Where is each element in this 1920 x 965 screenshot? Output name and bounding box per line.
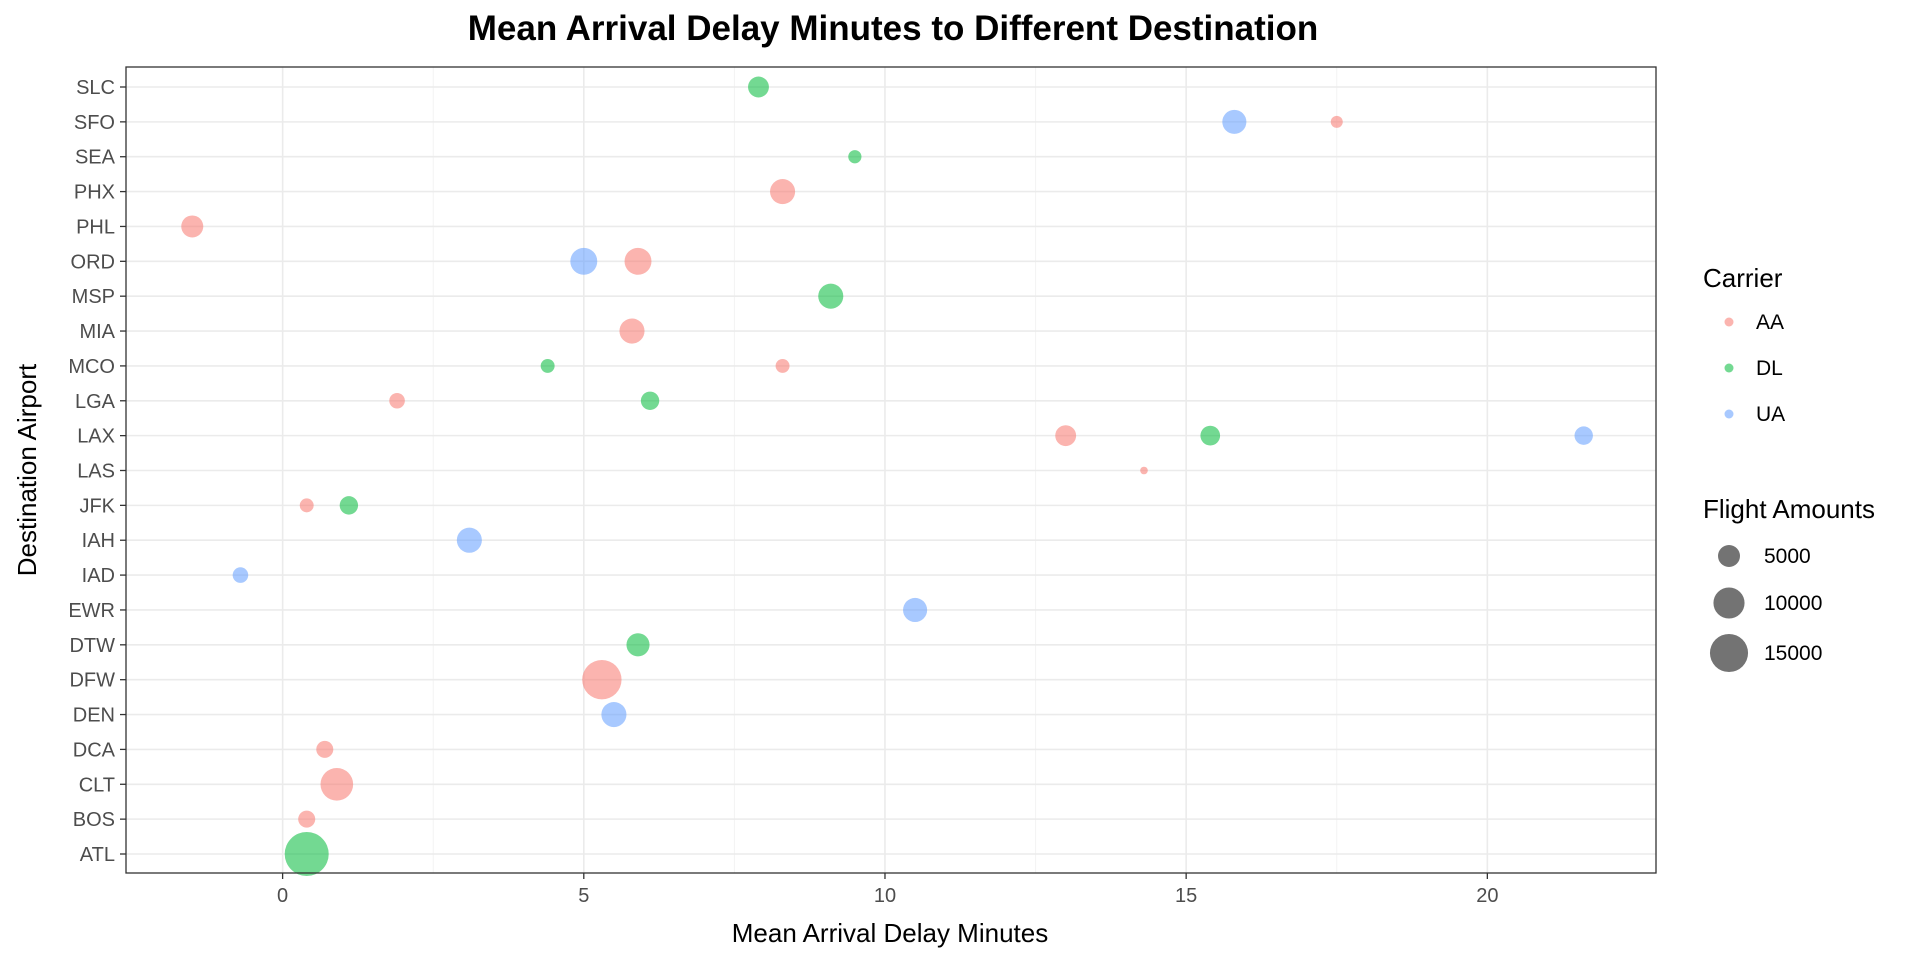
data-point-dl-lga — [640, 391, 660, 410]
y-tick-label: SEA — [75, 147, 116, 169]
y-tick-label: CLT — [79, 774, 115, 796]
y-tick-label: MCO — [68, 356, 115, 378]
data-point-aa-sfo — [1330, 115, 1343, 128]
y-tick-label: BOS — [73, 809, 115, 831]
legend-size-key — [1718, 545, 1740, 567]
legend-color-title: Carrier — [1703, 263, 1783, 293]
x-tick-label: 20 — [1476, 885, 1498, 907]
data-point-ua-iad — [232, 567, 249, 583]
data-point-dl-mco — [540, 358, 555, 373]
legend-size-label: 15000 — [1764, 642, 1822, 665]
data-point-aa-jfk — [299, 498, 314, 513]
y-tick-label: DFW — [69, 670, 115, 692]
x-tick-label: 10 — [874, 885, 896, 907]
y-tick-label: MSP — [72, 286, 115, 308]
y-tick-label: LGA — [75, 391, 116, 413]
y-tick-label: IAD — [82, 565, 115, 587]
y-axis-title: Destination Airport — [12, 363, 42, 576]
legend-size-items: 5000 10000 15000 — [1709, 545, 1822, 673]
data-point-aa-phx — [770, 179, 796, 205]
y-tick-label: DCA — [73, 739, 116, 761]
legend-size-key — [1713, 587, 1745, 619]
y-tick-label: LAX — [77, 426, 115, 448]
legend-key-dl — [1724, 363, 1734, 373]
data-point-dl-jfk — [339, 496, 359, 515]
y-tick-label: IAH — [82, 530, 115, 552]
data-point-aa-ord — [624, 247, 652, 275]
y-tick-label: PHX — [74, 182, 115, 204]
y-tick-label: DTW — [69, 635, 115, 657]
data-point-aa-lga — [389, 392, 405, 409]
data-point-ua-den — [601, 702, 627, 728]
y-tick-label: SLC — [76, 77, 115, 99]
legend-size-title: Flight Amounts — [1703, 494, 1875, 524]
data-point-aa-clt — [320, 767, 354, 801]
legend-size-label: 5000 — [1764, 545, 1811, 568]
data-point-aa-mia — [619, 318, 645, 344]
y-tick-label: SFO — [74, 112, 115, 134]
x-tick-label: 0 — [277, 885, 288, 907]
data-point-aa-las — [1140, 466, 1148, 475]
legend-key-ua — [1724, 409, 1734, 419]
data-point-aa-lax — [1055, 425, 1077, 447]
x-tick-label: 5 — [578, 885, 589, 907]
y-tick-label: ATL — [80, 844, 115, 866]
x-tick-label: 15 — [1175, 885, 1197, 907]
data-point-dl-sea — [848, 150, 862, 164]
legend-size-label: 10000 — [1764, 592, 1822, 615]
chart-title: Mean Arrival Delay Minutes to Different … — [468, 9, 1319, 48]
y-tick-label: PHL — [76, 216, 115, 238]
data-point-aa-dca — [316, 740, 334, 758]
data-point-dl-msp — [818, 283, 844, 309]
y-tick-label: EWR — [68, 600, 115, 622]
legend-size-key — [1709, 633, 1749, 673]
grid-lines — [126, 67, 1656, 873]
data-point-aa-bos — [298, 810, 316, 828]
legend-label-aa: AA — [1756, 311, 1784, 334]
data-point-ua-lax — [1574, 426, 1593, 445]
y-tick-label: ORD — [71, 251, 115, 273]
y-tick-label: MIA — [79, 321, 115, 343]
y-tick-label: JFK — [79, 495, 115, 517]
data-point-ua-sfo — [1222, 109, 1247, 134]
legend-label-dl: DL — [1756, 357, 1783, 380]
legend-key-aa — [1724, 317, 1734, 327]
data-point-ua-ewr — [903, 597, 928, 623]
data-point-dl-dtw — [626, 633, 650, 657]
legend: Carrier AA DL UA Flight Amounts 5000 10000 1… — [1703, 263, 1875, 673]
y-tick-label: LAS — [77, 461, 115, 483]
data-point-dl-slc — [748, 76, 769, 98]
x-axis-ticks: 0 5 10 15 20 — [277, 873, 1498, 907]
data-point-aa-dfw — [582, 660, 622, 700]
data-point-dl-lax — [1200, 425, 1221, 446]
legend-label-ua: UA — [1756, 403, 1785, 426]
data-point-aa-phl — [181, 215, 204, 238]
data-points — [181, 76, 1593, 876]
data-point-aa-mco — [775, 358, 790, 373]
legend-color-items: AA DL UA — [1724, 311, 1785, 426]
x-axis-title: Mean Arrival Delay Minutes — [732, 918, 1048, 948]
data-point-dl-atl — [284, 832, 329, 876]
data-point-ua-iah — [456, 527, 482, 553]
data-point-ua-ord — [570, 247, 598, 275]
y-tick-label: DEN — [73, 705, 115, 727]
y-axis-ticks: ATL BOS CLT DCA DEN DFW DTW EWR IAD IAH JFK LAS LAX L… — [68, 77, 126, 866]
